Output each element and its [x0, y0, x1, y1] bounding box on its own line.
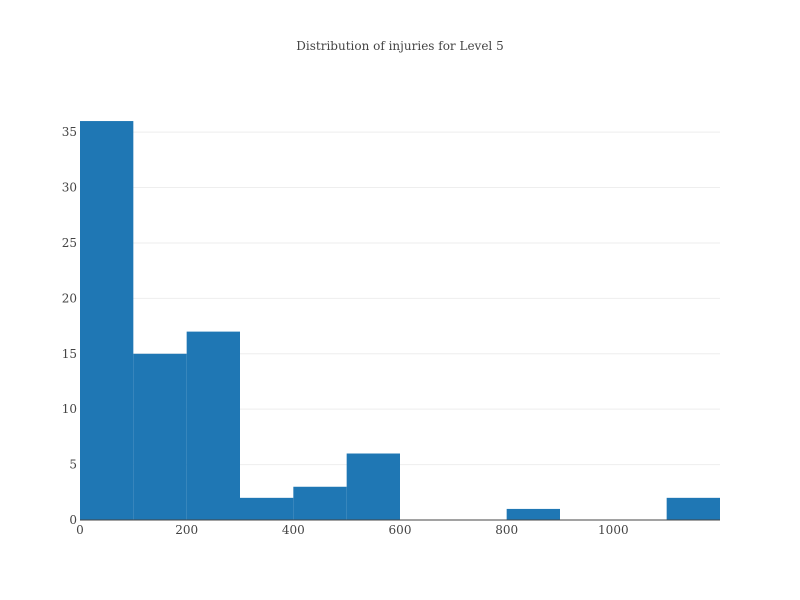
- y-tick-label: 20: [62, 291, 77, 305]
- x-tick-label: 800: [495, 523, 518, 537]
- x-tick-label: 400: [282, 523, 305, 537]
- histogram-bar: [346, 453, 400, 520]
- y-axis-ticks: 0 5 10 15 20 25 30 35: [62, 125, 77, 527]
- x-tick-label: 1000: [598, 523, 629, 537]
- y-tick-label: 10: [62, 402, 77, 416]
- x-tick-label: 0: [76, 523, 84, 537]
- histogram-bar: [186, 331, 240, 520]
- x-tick-label: 200: [175, 523, 198, 537]
- histogram-bar: [506, 508, 560, 520]
- y-tick-label: 0: [69, 513, 77, 527]
- y-tick-label: 15: [62, 347, 77, 361]
- x-tick-label: 600: [389, 523, 412, 537]
- histogram-bar: [293, 486, 347, 520]
- x-axis-ticks: 0 200 400 600 800 1000: [76, 523, 628, 537]
- y-tick-label: 35: [62, 125, 77, 139]
- histogram-bar: [240, 497, 294, 520]
- histogram-bar: [666, 497, 720, 520]
- histogram-bar: [80, 121, 134, 520]
- y-tick-label: 25: [62, 236, 77, 250]
- histogram-bar: [133, 353, 187, 520]
- y-tick-label: 5: [69, 458, 77, 472]
- y-tick-label: 30: [62, 181, 77, 195]
- histogram-bars: [80, 121, 720, 520]
- chart-title: Distribution of injuries for Level 5: [296, 39, 503, 53]
